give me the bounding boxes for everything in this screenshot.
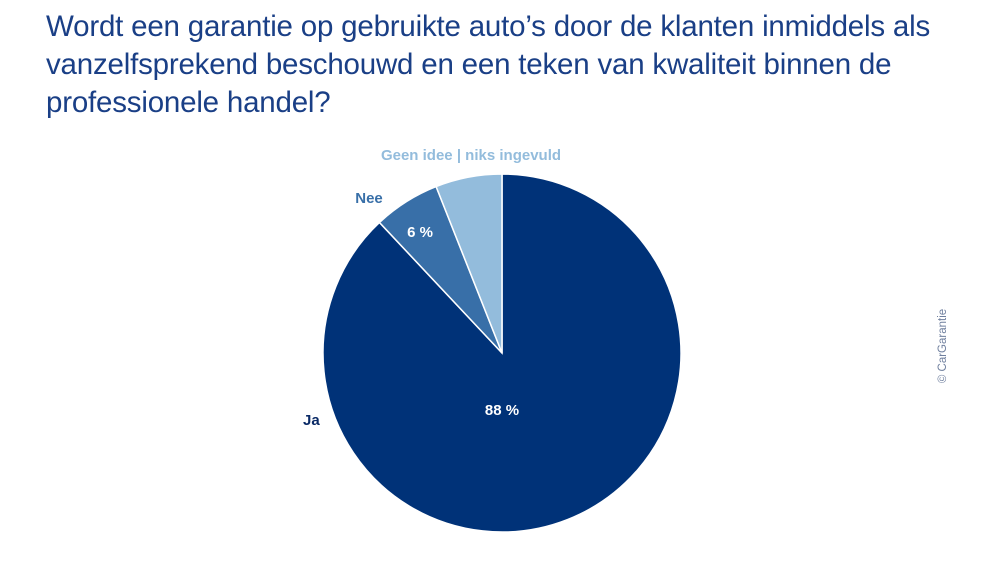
pie-slice-ja (322, 173, 682, 533)
slice-label-0: Ja (303, 412, 320, 429)
slice-label-2: Geen idee | niks ingevuld (381, 147, 561, 164)
slice-value-label-0: 88 % (485, 402, 519, 419)
slice-label-1: Nee (355, 190, 383, 207)
pie-slices (322, 173, 682, 533)
pie-slice-geen-idee-niks-ingevuld (435, 173, 503, 354)
chart-title: Wordt een garantie op gebruikte auto’s d… (46, 10, 930, 119)
slice-value-label-1: 6 % (407, 224, 433, 241)
pie-labels: Ja 88 % Nee 6 % Geen idee | niks ingevuld (303, 147, 561, 429)
copyright-text: © CarGarantie (937, 308, 949, 384)
